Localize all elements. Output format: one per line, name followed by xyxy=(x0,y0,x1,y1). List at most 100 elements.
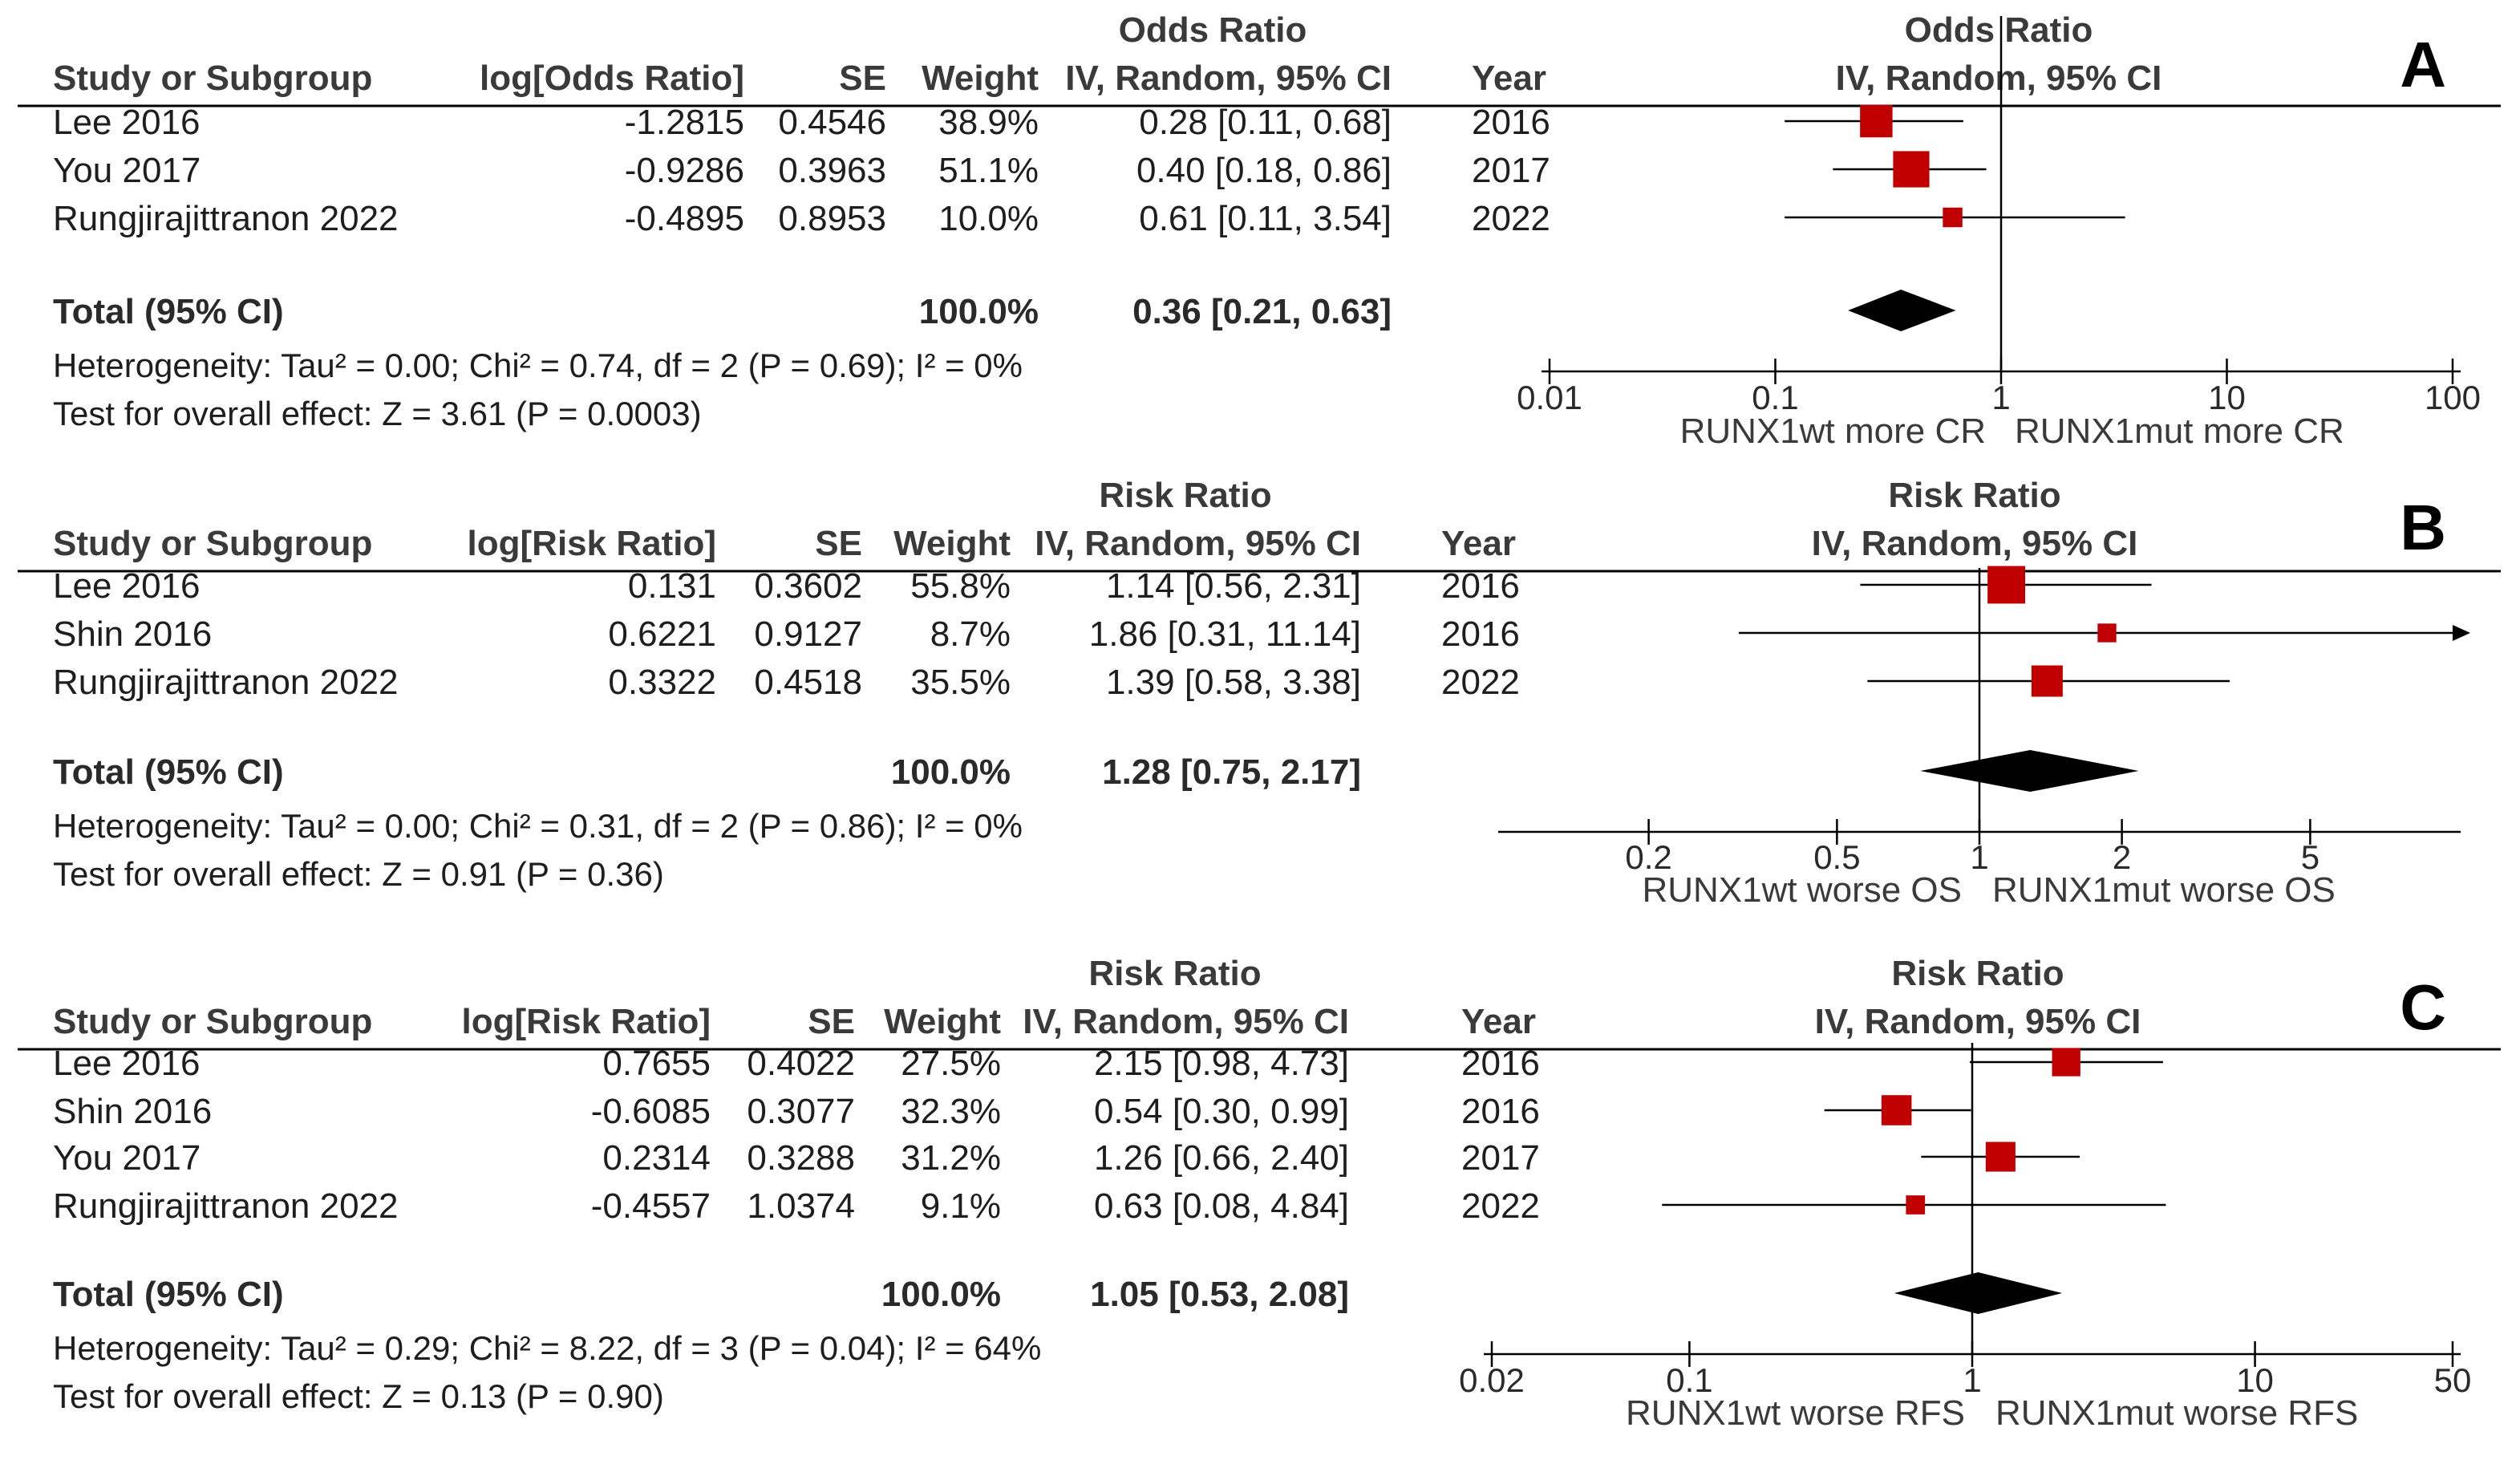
study-name: Shin 2016 xyxy=(53,1092,212,1131)
study-name: Rungjirajittranon 2022 xyxy=(53,663,399,702)
pooled-diamond xyxy=(1894,1272,2063,1314)
total-weight: 100.0% xyxy=(919,292,1039,331)
favours-left: RUNX1wt worse RFS xyxy=(1626,1393,1965,1433)
study-row: Lee 2016 -1.2815 0.4546 38.9% 0.28 [0.11, 0.… xyxy=(53,103,1963,142)
study-weight: 8.7% xyxy=(930,614,1011,654)
col-header-weight: Weight xyxy=(884,1002,1001,1041)
x-tick-label: 0.2 xyxy=(1625,838,1671,876)
col-header-ci: IV, Random, 95% CI xyxy=(1065,59,1392,98)
study-ci: 1.26 [0.66, 2.40] xyxy=(1094,1138,1349,1178)
effect-marker xyxy=(1906,1195,1926,1215)
study-se: 0.3077 xyxy=(747,1092,855,1131)
study-weight: 10.0% xyxy=(938,199,1039,238)
favours-right: RUNX1mut worse RFS xyxy=(1995,1393,2358,1433)
measure-header: Risk Ratio xyxy=(1088,954,1261,993)
study-se: 0.3602 xyxy=(754,566,862,606)
effect-marker xyxy=(1943,207,1963,228)
study-year: 2017 xyxy=(1461,1138,1540,1178)
x-tick-label: 0.5 xyxy=(1813,838,1860,876)
study-ci: 0.28 [0.11, 0.68] xyxy=(1139,103,1392,142)
forest-panel-b: Risk Ratio Study or Subgroup log[Risk Rati… xyxy=(18,476,2501,910)
plot-header-method: IV, Random, 95% CI xyxy=(1836,59,2162,98)
study-se: 0.4546 xyxy=(778,103,886,142)
x-tick-label: 100 xyxy=(2425,379,2481,416)
effect-marker xyxy=(1881,1095,1912,1125)
study-se: 0.3963 xyxy=(778,151,886,190)
total-ci: 1.28 [0.75, 2.17] xyxy=(1102,752,1361,792)
effect-marker xyxy=(1893,151,1930,188)
study-row: Shin 2016 0.6221 0.9127 8.7% 1.86 [0.31, 11.… xyxy=(53,614,2470,654)
col-header-ci: IV, Random, 95% CI xyxy=(1023,1002,1349,1041)
total-label: Total (95% CI) xyxy=(53,292,284,331)
col-header-study: Study or Subgroup xyxy=(53,1002,372,1041)
study-se: 0.8953 xyxy=(778,199,886,238)
effect-marker xyxy=(2031,665,2063,697)
study-year: 2016 xyxy=(1461,1092,1540,1131)
study-row: Rungjirajittranon 2022 -0.4895 0.8953 10.0%… xyxy=(53,199,2125,238)
study-year: 2022 xyxy=(1461,1186,1540,1226)
study-ci: 0.54 [0.30, 0.99] xyxy=(1094,1092,1349,1131)
study-year: 2016 xyxy=(1472,103,1550,142)
study-row: You 2017 -0.9286 0.3963 51.1% 0.40 [0.18, 0.… xyxy=(53,151,1987,190)
forest-panel-c: Risk Ratio Study or Subgroup log[Risk Rati… xyxy=(18,954,2501,1433)
study-log: -0.9286 xyxy=(625,151,744,190)
study-weight: 51.1% xyxy=(938,151,1039,190)
x-tick-label: 10 xyxy=(2208,379,2246,416)
study-se: 0.4518 xyxy=(754,663,862,702)
col-header-weight: Weight xyxy=(922,59,1039,98)
heterogeneity-note: Heterogeneity: Tau² = 0.00; Chi² = 0.74,… xyxy=(53,347,1023,384)
favours-right: RUNX1mut worse OS xyxy=(1992,870,2336,910)
overall-effect-note: Test for overall effect: Z = 3.61 (P = 0… xyxy=(53,395,702,432)
x-tick-label: 0.1 xyxy=(1666,1361,1712,1399)
effect-marker xyxy=(1985,1142,2016,1172)
effect-marker xyxy=(2052,1048,2080,1077)
panel-label: A xyxy=(2400,29,2446,100)
study-name: Lee 2016 xyxy=(53,1044,201,1083)
col-header-ci: IV, Random, 95% CI xyxy=(1035,524,1361,563)
study-name: Lee 2016 xyxy=(53,566,201,606)
study-weight: 27.5% xyxy=(901,1044,1001,1083)
study-year: 2022 xyxy=(1441,663,1520,702)
overall-effect-note: Test for overall effect: Z = 0.91 (P = 0… xyxy=(53,855,664,893)
x-tick-label: 0.01 xyxy=(1517,379,1582,416)
study-row: Rungjirajittranon 2022 -0.4557 1.0374 9.1% 0… xyxy=(53,1186,2166,1226)
total-ci: 1.05 [0.53, 2.08] xyxy=(1090,1275,1349,1314)
col-header-log: log[Risk Ratio] xyxy=(468,524,716,563)
col-header-log: log[Odds Ratio] xyxy=(480,59,744,98)
plot-header-title: Risk Ratio xyxy=(1888,476,2060,515)
study-name: Shin 2016 xyxy=(53,614,212,654)
study-row: Shin 2016 -0.6085 0.3077 32.3% 0.54 [0.30, 0… xyxy=(53,1092,1971,1131)
total-label: Total (95% CI) xyxy=(53,752,284,792)
heterogeneity-note: Heterogeneity: Tau² = 0.00; Chi² = 0.31,… xyxy=(53,807,1023,845)
measure-header: Odds Ratio xyxy=(1119,10,1307,50)
favours-left: RUNX1wt worse OS xyxy=(1642,870,1962,910)
total-weight: 100.0% xyxy=(881,1275,1001,1314)
col-header-se: SE xyxy=(815,524,862,563)
x-tick-label: 1 xyxy=(1963,1361,1981,1399)
x-tick-label: 50 xyxy=(2434,1361,2472,1399)
col-header-se: SE xyxy=(839,59,886,98)
col-header-study: Study or Subgroup xyxy=(53,524,372,563)
study-se: 0.9127 xyxy=(754,614,862,654)
study-ci: 1.86 [0.31, 11.14] xyxy=(1089,614,1361,654)
study-year: 2016 xyxy=(1441,566,1520,606)
study-ci: 1.14 [0.56, 2.31] xyxy=(1106,566,1361,606)
x-tick-label: 1 xyxy=(1970,838,1988,876)
measure-header: Risk Ratio xyxy=(1099,476,1271,515)
x-tick-label: 1 xyxy=(1991,379,2010,416)
study-weight: 38.9% xyxy=(938,103,1039,142)
plot-header-title: Odds Ratio xyxy=(1905,10,2093,50)
study-name: Rungjirajittranon 2022 xyxy=(53,1186,399,1226)
study-name: You 2017 xyxy=(53,1138,201,1178)
study-ci: 2.15 [0.98, 4.73] xyxy=(1094,1044,1349,1083)
x-tick-label: 0.02 xyxy=(1459,1361,1525,1399)
favours-left: RUNX1wt more CR xyxy=(1680,412,1986,451)
x-tick-label: 10 xyxy=(2236,1361,2274,1399)
study-log: -1.2815 xyxy=(625,103,744,142)
study-year: 2017 xyxy=(1472,151,1550,190)
overall-effect-note: Test for overall effect: Z = 0.13 (P = 0… xyxy=(53,1377,664,1415)
study-ci: 0.61 [0.11, 3.54] xyxy=(1139,199,1392,238)
study-weight: 9.1% xyxy=(921,1186,1001,1226)
pooled-diamond xyxy=(1848,290,1956,331)
plot-header-title: Risk Ratio xyxy=(1891,954,2064,993)
